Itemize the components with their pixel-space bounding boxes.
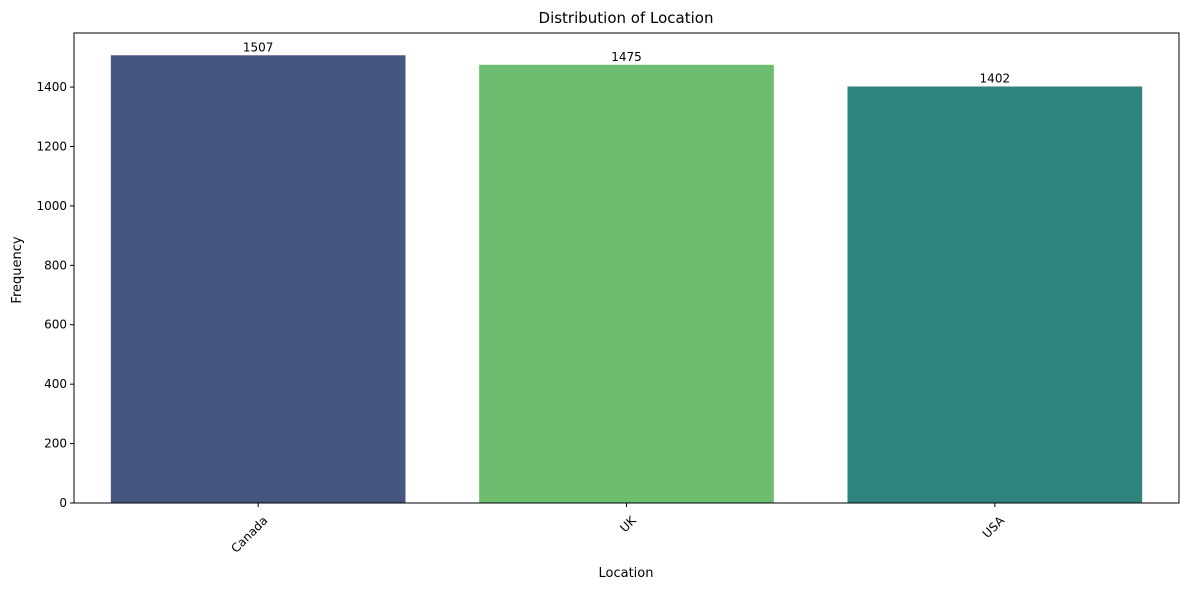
bar-usa — [847, 86, 1143, 503]
y-tick-label: 800 — [44, 258, 67, 272]
y-tick-label: 1200 — [36, 139, 67, 153]
y-tick-label: 600 — [44, 318, 67, 332]
x-axis-label: Location — [599, 566, 654, 581]
chart-title: Distribution of Location — [539, 9, 714, 27]
x-axis: Canada UK USA — [228, 503, 1008, 556]
bars — [110, 55, 1143, 503]
data-label: 1475 — [611, 50, 642, 64]
bar-canada — [110, 55, 406, 503]
data-labels: 1507 1475 1402 — [243, 40, 1010, 85]
y-tick-label: 200 — [44, 437, 67, 451]
y-tick-label: 1400 — [36, 80, 67, 94]
y-axis-label: Frequency — [10, 236, 25, 303]
y-tick-label: 0 — [59, 496, 67, 510]
x-tick-label: Canada — [228, 513, 270, 555]
x-tick-label: UK — [617, 513, 639, 535]
plot-area: 1507 1475 1402 — [73, 32, 1180, 504]
data-label: 1402 — [980, 71, 1011, 85]
y-axis: 0 200 400 600 800 1000 1200 1400 — [36, 80, 74, 510]
x-tick-label: USA — [980, 513, 1008, 541]
data-label: 1507 — [243, 40, 274, 54]
y-tick-label: 400 — [44, 377, 67, 391]
bar-uk — [479, 64, 774, 503]
y-tick-label: 1000 — [36, 199, 67, 213]
